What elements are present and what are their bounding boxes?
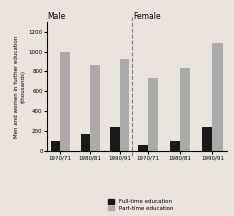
Bar (148, 78, 158, 151)
Bar (202, 127, 212, 151)
Bar (80, 134, 90, 151)
Text: Female: Female (133, 12, 161, 21)
Bar (180, 68, 190, 151)
Bar (138, 145, 148, 151)
Bar (90, 65, 100, 151)
Bar (212, 43, 223, 151)
Bar (51, 141, 60, 151)
Y-axis label: Men and women in further education
(thousands): Men and women in further education (thou… (14, 35, 26, 138)
Bar (170, 141, 180, 151)
Bar (110, 127, 120, 151)
Bar (60, 51, 70, 151)
Bar (120, 59, 129, 151)
Text: Male: Male (47, 12, 65, 21)
Legend: Full-time education, Part-time education: Full-time education, Part-time education (108, 199, 173, 211)
